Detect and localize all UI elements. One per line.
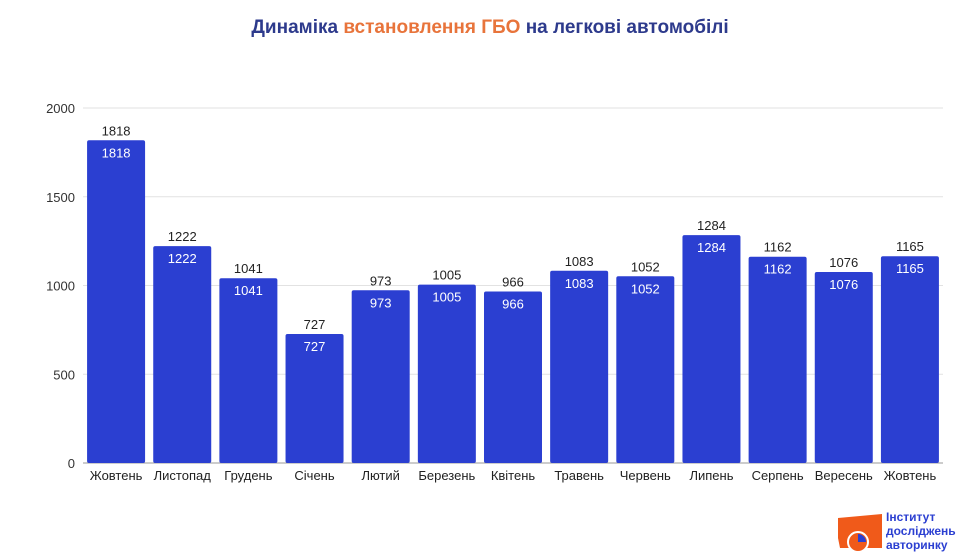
- bar: [880, 256, 939, 463]
- bar-inner-label: 966: [502, 297, 524, 312]
- data-label: 1162: [764, 240, 792, 255]
- logo-text: Інститут досліджень авторинку: [886, 510, 956, 552]
- bar: [682, 235, 741, 463]
- x-tick-label: Травень: [554, 468, 604, 483]
- y-tick-label: 2000: [46, 101, 75, 116]
- bar-inner-label: 727: [304, 339, 326, 354]
- y-tick-label: 1500: [46, 190, 75, 205]
- bar: [814, 272, 873, 463]
- x-tick-label: Лютий: [361, 468, 399, 483]
- bar-inner-label: 1076: [829, 277, 858, 292]
- bar: [219, 278, 278, 463]
- bar-inner-label: 1284: [697, 240, 726, 255]
- x-tick-label: Липень: [689, 468, 733, 483]
- bar: [87, 140, 146, 463]
- data-label: 1284: [697, 218, 726, 233]
- bar: [748, 256, 807, 463]
- data-label: 1083: [565, 254, 594, 269]
- data-label: 1052: [631, 259, 660, 274]
- x-tick-label: Жовтень: [90, 468, 143, 483]
- data-label: 1005: [432, 268, 461, 283]
- x-tick-label: Жовтень: [884, 468, 937, 483]
- x-tick-label: Грудень: [224, 468, 272, 483]
- y-tick-label: 500: [53, 367, 75, 382]
- bar: [153, 246, 212, 463]
- bar: [285, 333, 344, 463]
- x-tick-label: Серпень: [752, 468, 804, 483]
- bar: [417, 284, 476, 463]
- bar-inner-label: 1041: [234, 283, 263, 298]
- data-label: 966: [502, 275, 524, 290]
- data-label: 1076: [829, 255, 858, 270]
- bar-inner-label: 1165: [896, 261, 924, 276]
- x-tick-label: Березень: [418, 468, 475, 483]
- bar-inner-label: 973: [370, 295, 392, 310]
- x-tick-label: Січень: [294, 468, 334, 483]
- y-tick-label: 1000: [46, 279, 75, 294]
- logo-line-2: досліджень: [886, 524, 956, 538]
- bar: [550, 270, 609, 463]
- bar-inner-label: 1052: [631, 281, 660, 296]
- bar: [351, 290, 410, 463]
- bar-inner-label: 1818: [102, 145, 131, 160]
- logo-icon: [838, 514, 882, 553]
- x-tick-label: Листопад: [154, 468, 212, 483]
- x-tick-label: Вересень: [815, 468, 873, 483]
- data-label: 1041: [234, 261, 263, 276]
- logo-line-3: авторинку: [886, 538, 948, 552]
- x-tick-label: Червень: [620, 468, 671, 483]
- title-highlight: встановлення ГБО: [343, 17, 521, 38]
- data-label: 973: [370, 273, 392, 288]
- bar-inner-label: 1162: [764, 262, 792, 277]
- bar-inner-label: 1083: [565, 276, 594, 291]
- x-tick-label: Квітень: [491, 468, 536, 483]
- bar-inner-label: 1005: [432, 290, 461, 305]
- chart-title: Динаміка встановлення ГБО на легкові авт…: [0, 17, 980, 39]
- data-label: 1818: [102, 123, 131, 138]
- data-label: 1165: [896, 239, 924, 254]
- bar-inner-label: 1222: [168, 251, 197, 266]
- y-tick-label: 0: [68, 456, 75, 471]
- bar: [616, 276, 675, 463]
- data-label: 727: [304, 317, 326, 332]
- logo-line-1: Інститут: [886, 510, 936, 524]
- title-part-3: на легкові автомобілі: [520, 17, 729, 38]
- bar: [484, 291, 542, 463]
- data-label: 1222: [168, 229, 197, 244]
- title-part-1: Динаміка: [251, 17, 344, 38]
